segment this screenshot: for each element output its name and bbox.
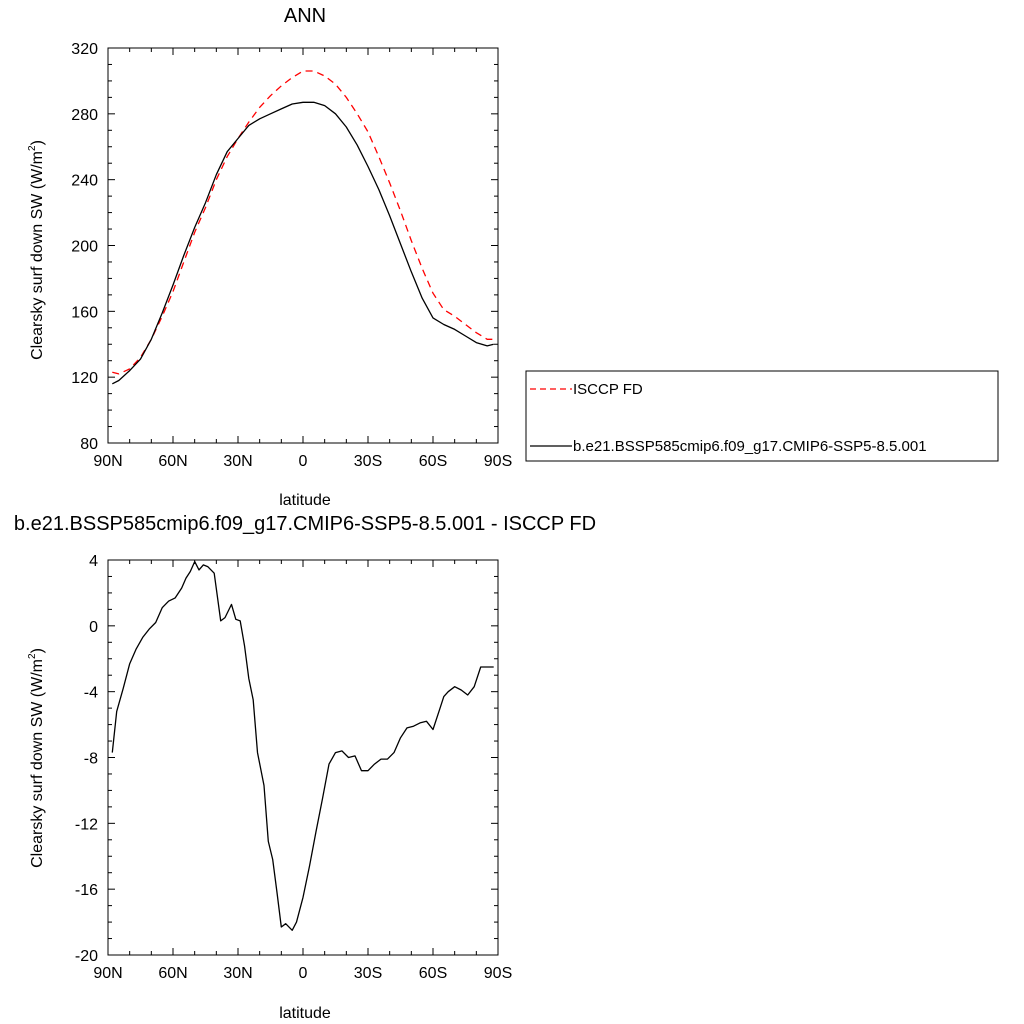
top-series-line-1 <box>112 101 494 385</box>
top-x-tick-label: 30S <box>354 453 382 470</box>
bottom-chart-y-axis-label: Clearsky surf down SW (W/m2) <box>27 648 46 868</box>
top-chart-title: ANN <box>284 5 326 27</box>
bottom-y-tick-label: -4 <box>84 685 98 702</box>
bottom-x-tick-label: 90N <box>93 965 122 982</box>
top-x-tick-label: 60N <box>158 453 187 470</box>
top-y-tick-label: 160 <box>71 304 98 321</box>
legend-label-model: b.e21.BSSP585cmip6.f09_g17.CMIP6-SSP5-8.… <box>573 438 927 455</box>
top-x-tick-label: 30N <box>223 453 252 470</box>
bottom-chart-title: b.e21.BSSP585cmip6.f09_g17.CMIP6-SSP5-8.… <box>14 513 596 535</box>
bottom-y-tick-label: 4 <box>89 553 98 570</box>
bottom-x-tick-label: 30N <box>223 965 252 982</box>
top-chart-ticks: 90N 60N 30N 0 30S 60S 90S 80 120 160 200 240 280 320 <box>71 41 512 470</box>
bottom-x-tick-label: 0 <box>299 965 308 982</box>
top-y-tick-label: 200 <box>71 239 98 256</box>
bottom-y-label-sup: 2 <box>27 653 38 659</box>
top-y-label-sup: 2 <box>27 145 38 151</box>
bottom-x-tick-label: 60S <box>419 965 447 982</box>
bottom-chart: b.e21.BSSP585cmip6.f09_g17.CMIP6-SSP5-8.… <box>14 513 596 1022</box>
legend: ISCCP FD b.e21.BSSP585cmip6.f09_g17.CMIP… <box>525 370 999 462</box>
top-x-tick-label: 90N <box>93 453 122 470</box>
top-y-tick-label: 240 <box>71 173 98 190</box>
bottom-y-tick-label: 0 <box>89 619 98 636</box>
top-x-tick-label: 60S <box>419 453 447 470</box>
bottom-chart-x-axis-label: latitude <box>279 1005 331 1022</box>
bottom-y-tick-label: -8 <box>84 751 98 768</box>
bottom-x-tick-label: 60N <box>158 965 187 982</box>
top-chart: ANN Clearsky surf down SW (W/m2) latitud… <box>27 5 512 509</box>
top-y-tick-label: 280 <box>71 107 98 124</box>
bottom-x-tick-label: 30S <box>354 965 382 982</box>
top-x-tick-label: 0 <box>299 453 308 470</box>
legend-label-isccp: ISCCP FD <box>573 381 643 398</box>
svg-text:Clearsky surf down SW (W/m2): Clearsky surf down SW (W/m2) <box>27 648 46 868</box>
bottom-chart-series <box>111 560 494 931</box>
bottom-x-tick-label: 90S <box>484 965 512 982</box>
bottom-chart-plot-frame <box>107 559 499 956</box>
top-chart-y-axis-label: Clearsky surf down SW (W/m2) <box>27 140 46 360</box>
bottom-y-tick-label: -16 <box>75 882 98 899</box>
top-chart-x-axis-label: latitude <box>279 492 331 509</box>
bottom-y-label-close: ) <box>29 648 46 653</box>
top-chart-series <box>112 70 494 385</box>
top-y-tick-label: 80 <box>80 436 98 453</box>
svg-text:Clearsky surf down SW (W/m2): Clearsky surf down SW (W/m2) <box>27 140 46 360</box>
legend-box <box>525 370 999 462</box>
bottom-chart-ticks: 90N 60N 30N 0 30S 60S 90S -20 -16 -12 -8 -4 0 4 <box>75 553 512 982</box>
top-x-tick-label: 90S <box>484 453 512 470</box>
top-chart-plot-frame <box>107 47 499 444</box>
top-series-line-0 <box>112 70 494 375</box>
top-y-label-close: ) <box>29 140 46 145</box>
top-y-label-main: Clearsky surf down SW (W/m <box>29 151 46 360</box>
bottom-y-label-main: Clearsky surf down SW (W/m <box>29 659 46 868</box>
bottom-series-line-0 <box>111 560 494 931</box>
top-y-tick-label: 320 <box>71 41 98 58</box>
bottom-y-tick-label: -20 <box>75 948 98 965</box>
top-y-tick-label: 120 <box>71 370 98 387</box>
bottom-y-tick-label: -12 <box>75 816 98 833</box>
